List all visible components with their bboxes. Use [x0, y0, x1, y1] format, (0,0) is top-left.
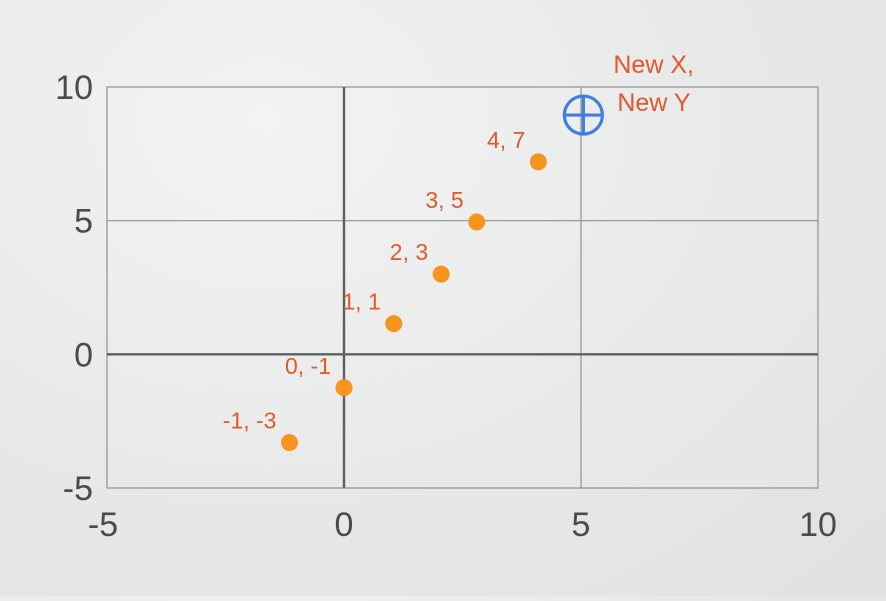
y-tick-label: 0 — [74, 336, 93, 374]
data-point — [385, 315, 403, 333]
data-point-label: 3, 5 — [425, 187, 463, 213]
tick-labels: -5 0 5 10 10 5 0 -5 — [55, 69, 837, 544]
new-point-label-line2: New Y — [617, 89, 691, 117]
data-point — [468, 213, 486, 231]
new-point-label-line1: New X, — [613, 51, 694, 79]
new-point-marker: New X, New Y — [562, 51, 694, 136]
y-tick-label: 5 — [74, 203, 93, 241]
data-point — [280, 434, 298, 452]
data-point — [335, 379, 353, 397]
data-point — [529, 153, 547, 171]
y-tick-label: -5 — [63, 470, 93, 508]
data-point-label: 2, 3 — [390, 239, 428, 265]
data-point-label: 0, -1 — [285, 353, 331, 379]
grid-lines — [107, 87, 818, 488]
data-point-label: 1, 1 — [342, 289, 380, 315]
data-point-label: 4, 7 — [487, 127, 525, 153]
y-tick-label: 10 — [55, 69, 93, 107]
x-tick-label: 0 — [335, 506, 354, 544]
x-tick-label: 10 — [799, 506, 837, 544]
x-tick-label: 5 — [572, 506, 591, 544]
data-point-label: -1, -3 — [223, 408, 277, 434]
x-tick-label: -5 — [88, 506, 118, 544]
plot-area — [106, 86, 819, 489]
data-point-labels: -1, -3 0, -1 1, 1 2, 3 3, 5 4, 7 — [223, 127, 526, 434]
data-points — [280, 153, 547, 452]
zero-axes — [107, 87, 818, 488]
data-point — [432, 265, 450, 283]
